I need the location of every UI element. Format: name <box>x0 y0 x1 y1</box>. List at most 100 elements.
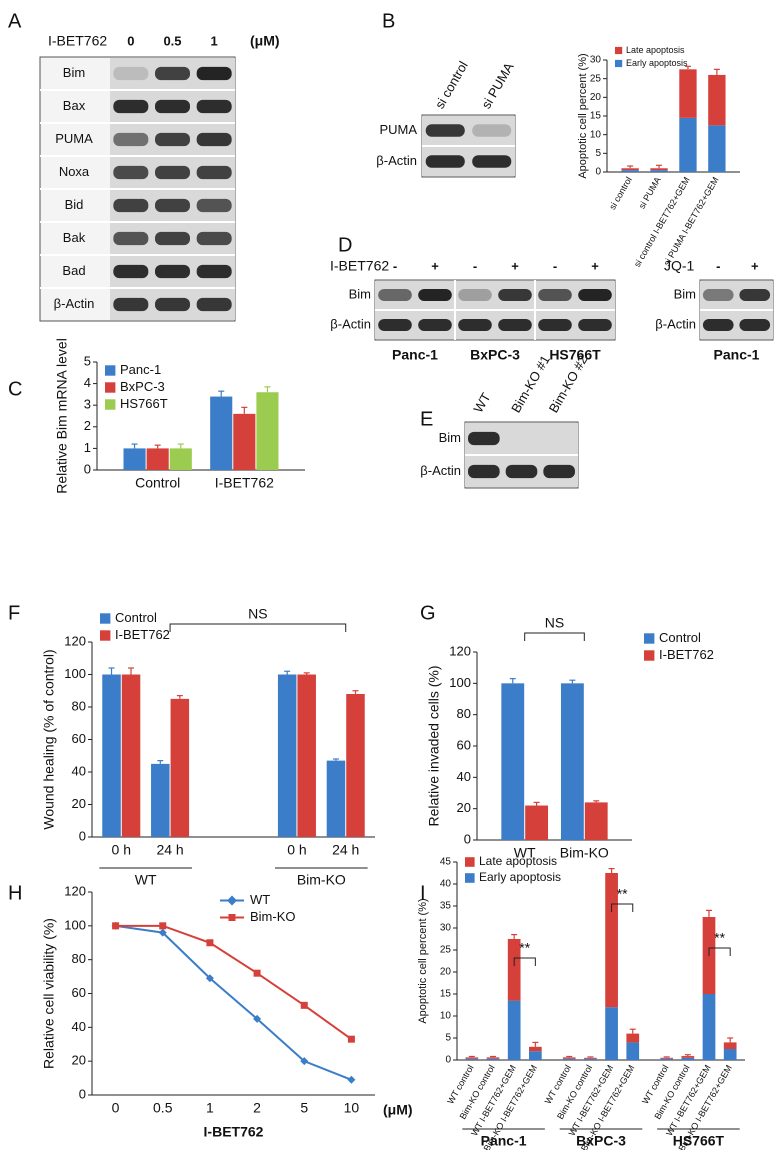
blot-row-label: PUMA <box>55 131 93 146</box>
blot-lane-label: + <box>591 258 599 273</box>
blot-cell-line: Panc-1 <box>392 347 438 363</box>
point <box>206 939 214 947</box>
blot-band <box>425 124 465 137</box>
x-tick-label: 0.5 <box>153 1100 173 1116</box>
x-tick-label: 10 <box>344 1100 360 1116</box>
bar <box>346 694 365 837</box>
bar <box>102 674 121 837</box>
blot-lane-label: - <box>553 258 557 273</box>
bar <box>169 448 192 470</box>
blot-row-label: Noxa <box>59 164 90 179</box>
blot-band <box>458 319 492 331</box>
y-tick-label: 20 <box>440 967 452 978</box>
y-tick-label: 100 <box>449 675 471 690</box>
blot-band <box>538 319 572 331</box>
bar <box>277 674 297 837</box>
point <box>159 922 167 930</box>
blot-band <box>739 289 771 301</box>
point <box>300 1057 309 1066</box>
blot-cell-line: Panc-1 <box>714 347 760 363</box>
blot-row-label: Bad <box>62 263 85 278</box>
y-tick-label: 4 <box>84 375 91 390</box>
blot-row-label: Bim <box>63 65 85 80</box>
blot-band <box>196 99 232 114</box>
blot-band <box>739 319 771 331</box>
bar-segment <box>486 1058 500 1060</box>
blot-treatment: I-BET762 <box>48 33 107 49</box>
y-tick-label: 80 <box>457 706 471 721</box>
blot-band <box>458 289 492 301</box>
bracket <box>169 623 347 632</box>
blot-band <box>155 165 190 180</box>
x-tick-label: WT <box>514 845 536 861</box>
y-tick-label: 60 <box>72 985 86 1000</box>
x-tick-label: 0 h <box>112 842 131 858</box>
x-tick-label: 0 <box>112 1100 120 1116</box>
blot-band <box>196 297 232 312</box>
bracket <box>524 632 585 641</box>
legend-swatch <box>644 633 655 644</box>
legend-label: Late apoptosis <box>626 45 685 55</box>
y-axis-label: Relative Bim mRNA level <box>54 338 70 494</box>
y-tick-label: 0 <box>595 167 601 178</box>
y-tick-label: 80 <box>72 951 86 966</box>
bar <box>146 448 169 470</box>
annotation: ** <box>519 940 530 956</box>
bar-segment <box>708 74 726 126</box>
point <box>158 928 167 937</box>
blot-row-label: β-Actin <box>330 316 371 331</box>
point <box>112 922 120 930</box>
legend-swatch <box>465 857 475 867</box>
bar <box>584 802 608 840</box>
point <box>347 1075 356 1084</box>
blot-band <box>498 289 532 301</box>
bar-segment <box>621 168 639 171</box>
panel-label: D <box>338 234 352 256</box>
bar-segment <box>650 168 668 171</box>
y-tick-label: 40 <box>72 763 86 778</box>
y-tick-label: 20 <box>590 92 602 103</box>
y-tick-label: 25 <box>440 945 452 956</box>
bar-segment <box>681 1057 695 1060</box>
annotation: NS <box>545 615 564 631</box>
x-tick-label: 5 <box>300 1100 308 1116</box>
point <box>253 1014 262 1023</box>
blot-band <box>578 319 612 331</box>
bar-segment <box>681 1056 695 1058</box>
bar-segment <box>679 117 697 172</box>
bar <box>170 698 190 837</box>
panel-label: C <box>8 378 22 400</box>
blot-band <box>113 66 149 81</box>
blot-row-label: Bax <box>63 98 86 113</box>
line <box>115 924 352 1040</box>
blot-strip <box>375 281 615 309</box>
blot-band <box>196 198 232 213</box>
legend-label: Panc-1 <box>120 362 161 377</box>
x-tick-label: 0 h <box>287 842 306 858</box>
y-tick-label: 35 <box>440 901 452 912</box>
blot-band <box>472 124 512 137</box>
y-tick-label: 2 <box>84 418 91 433</box>
legend-marker <box>228 914 236 921</box>
blot-band <box>196 231 232 246</box>
blot-band <box>702 319 734 331</box>
y-tick-label: 120 <box>449 643 471 658</box>
y-tick-label: 120 <box>64 883 86 898</box>
legend-label: Early apoptosis <box>626 58 688 68</box>
blot-band <box>702 289 734 301</box>
blot-row-label: Bak <box>63 230 86 245</box>
y-tick-label: 0 <box>79 828 86 843</box>
group-label: HS766T <box>673 1133 725 1149</box>
bar-segment <box>507 1000 521 1060</box>
legend-swatch <box>615 59 623 68</box>
point <box>300 1001 308 1009</box>
panel-label: H <box>8 882 22 904</box>
legend-label: BxPC-3 <box>120 379 165 394</box>
blot-band <box>155 132 190 147</box>
blot-lane-label: 0 <box>127 33 134 48</box>
blot-row-label: β-Actin <box>54 296 95 311</box>
bar <box>121 674 141 837</box>
y-tick-label: 0 <box>464 831 471 846</box>
y-axis-label: Relative cell viability (%) <box>41 918 57 1069</box>
bar-segment <box>626 1042 640 1060</box>
